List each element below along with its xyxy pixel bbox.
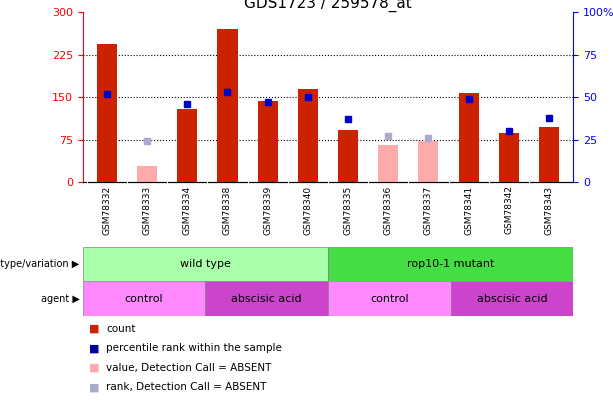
Bar <box>338 130 358 182</box>
Text: count: count <box>106 324 135 334</box>
Text: genotype/variation ▶: genotype/variation ▶ <box>0 259 80 269</box>
Text: ■: ■ <box>89 343 99 354</box>
Bar <box>419 141 438 182</box>
Bar <box>83 247 328 281</box>
Text: value, Detection Call = ABSENT: value, Detection Call = ABSENT <box>106 363 272 373</box>
Text: abscisic acid: abscisic acid <box>231 294 302 304</box>
Bar <box>459 93 479 182</box>
Title: GDS1723 / 259578_at: GDS1723 / 259578_at <box>244 0 412 12</box>
Bar <box>451 281 573 316</box>
Text: GSM78340: GSM78340 <box>303 185 313 234</box>
Text: GSM78334: GSM78334 <box>183 185 192 234</box>
Bar <box>97 45 117 182</box>
Text: GSM78339: GSM78339 <box>263 185 272 235</box>
Text: ■: ■ <box>89 324 99 334</box>
Bar <box>298 89 318 182</box>
Text: GSM78342: GSM78342 <box>504 185 513 234</box>
Text: percentile rank within the sample: percentile rank within the sample <box>106 343 282 354</box>
Bar <box>499 133 519 182</box>
Text: agent ▶: agent ▶ <box>41 294 80 304</box>
Text: ■: ■ <box>89 382 99 392</box>
Bar <box>218 29 237 182</box>
Bar <box>137 166 157 182</box>
Text: ■: ■ <box>89 363 99 373</box>
Text: GSM78335: GSM78335 <box>343 185 352 235</box>
Text: control: control <box>124 294 164 304</box>
Bar <box>328 281 451 316</box>
Text: GSM78332: GSM78332 <box>102 185 112 234</box>
Text: GSM78336: GSM78336 <box>384 185 393 235</box>
Text: rank, Detection Call = ABSENT: rank, Detection Call = ABSENT <box>106 382 267 392</box>
Bar <box>83 281 205 316</box>
Text: GSM78337: GSM78337 <box>424 185 433 235</box>
Bar <box>539 127 559 182</box>
Text: GSM78333: GSM78333 <box>143 185 151 235</box>
Bar <box>257 101 278 182</box>
Text: control: control <box>370 294 409 304</box>
Text: GSM78341: GSM78341 <box>464 185 473 234</box>
Bar <box>328 247 573 281</box>
Bar <box>378 145 398 182</box>
Text: GSM78338: GSM78338 <box>223 185 232 235</box>
Text: GSM78343: GSM78343 <box>544 185 554 234</box>
Bar <box>205 281 328 316</box>
Text: rop10-1 mutant: rop10-1 mutant <box>407 259 494 269</box>
Bar <box>177 109 197 182</box>
Text: wild type: wild type <box>180 259 230 269</box>
Text: abscisic acid: abscisic acid <box>476 294 547 304</box>
